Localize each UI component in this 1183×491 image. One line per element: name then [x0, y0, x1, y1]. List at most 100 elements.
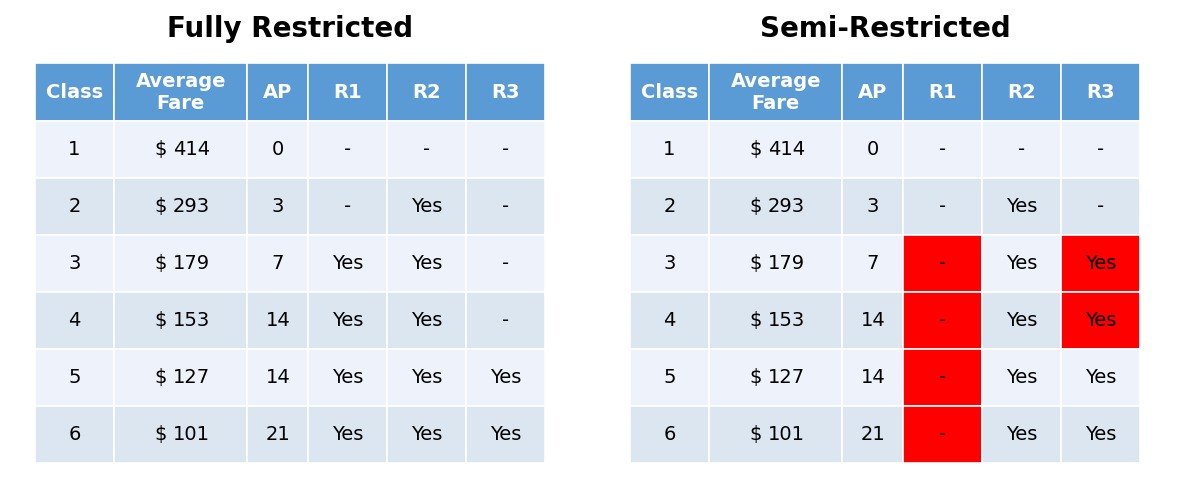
Bar: [709, 349, 842, 406]
Bar: [631, 349, 709, 406]
Text: $: $: [154, 368, 167, 387]
Text: -: -: [1097, 140, 1104, 159]
Bar: [309, 292, 387, 349]
Text: $: $: [154, 311, 167, 330]
Text: 4: 4: [69, 311, 80, 330]
Text: 21: 21: [265, 425, 290, 444]
Bar: [387, 235, 466, 292]
Bar: [466, 178, 545, 235]
Text: 3: 3: [867, 197, 879, 216]
Text: R2: R2: [413, 82, 441, 102]
Bar: [1061, 406, 1140, 463]
Text: 14: 14: [265, 368, 290, 387]
Text: $: $: [749, 368, 762, 387]
Text: 101: 101: [768, 425, 804, 444]
Bar: [903, 349, 982, 406]
Bar: [35, 121, 114, 178]
Text: 7: 7: [272, 254, 284, 273]
Bar: [114, 63, 247, 121]
Bar: [631, 178, 709, 235]
Bar: [247, 121, 309, 178]
Bar: [247, 292, 309, 349]
Text: 6: 6: [664, 425, 675, 444]
Text: $: $: [749, 425, 762, 444]
Text: 414: 414: [173, 140, 209, 159]
Text: 1: 1: [664, 140, 675, 159]
Bar: [842, 121, 903, 178]
Bar: [114, 121, 247, 178]
Bar: [466, 349, 545, 406]
Bar: [247, 178, 309, 235]
Text: 414: 414: [768, 140, 804, 159]
Bar: [1061, 178, 1140, 235]
Text: -: -: [939, 311, 946, 330]
Text: Semi-Restricted: Semi-Restricted: [759, 15, 1010, 43]
Text: 179: 179: [173, 254, 209, 273]
Text: 2: 2: [664, 197, 675, 216]
Text: 3: 3: [664, 254, 675, 273]
Bar: [466, 63, 545, 121]
Bar: [709, 235, 842, 292]
Text: 2: 2: [69, 197, 80, 216]
Bar: [387, 121, 466, 178]
Text: 14: 14: [860, 368, 885, 387]
Bar: [466, 406, 545, 463]
Text: 101: 101: [173, 425, 209, 444]
Text: Yes: Yes: [411, 311, 442, 330]
Bar: [1061, 235, 1140, 292]
Bar: [982, 121, 1061, 178]
Text: Yes: Yes: [332, 368, 363, 387]
Text: -: -: [939, 254, 946, 273]
Bar: [1061, 349, 1140, 406]
Text: $: $: [749, 140, 762, 159]
Text: R1: R1: [334, 82, 362, 102]
Bar: [709, 406, 842, 463]
Text: Yes: Yes: [411, 368, 442, 387]
Text: 179: 179: [768, 254, 804, 273]
Text: -: -: [424, 140, 431, 159]
Bar: [842, 349, 903, 406]
Text: 153: 153: [173, 311, 209, 330]
Bar: [114, 292, 247, 349]
Bar: [35, 406, 114, 463]
Text: Yes: Yes: [332, 425, 363, 444]
Bar: [631, 292, 709, 349]
Text: 293: 293: [768, 197, 804, 216]
Text: -: -: [939, 368, 946, 387]
Text: 21: 21: [860, 425, 885, 444]
Text: -: -: [939, 140, 946, 159]
Bar: [35, 292, 114, 349]
Text: Yes: Yes: [1085, 311, 1117, 330]
Bar: [387, 292, 466, 349]
Text: Yes: Yes: [411, 425, 442, 444]
Bar: [709, 178, 842, 235]
Text: -: -: [502, 254, 509, 273]
Text: Yes: Yes: [411, 197, 442, 216]
Text: Yes: Yes: [1085, 425, 1117, 444]
Text: AP: AP: [858, 82, 887, 102]
Text: 3: 3: [69, 254, 80, 273]
Text: -: -: [344, 140, 351, 159]
Bar: [1061, 121, 1140, 178]
Text: $: $: [154, 425, 167, 444]
Text: Yes: Yes: [1085, 254, 1117, 273]
Bar: [842, 235, 903, 292]
Bar: [114, 178, 247, 235]
Text: $: $: [154, 254, 167, 273]
Bar: [709, 63, 842, 121]
Text: -: -: [502, 140, 509, 159]
Bar: [387, 178, 466, 235]
Bar: [842, 63, 903, 121]
Text: 5: 5: [69, 368, 80, 387]
Bar: [114, 349, 247, 406]
Bar: [903, 406, 982, 463]
Text: $: $: [154, 140, 167, 159]
Text: Yes: Yes: [1006, 197, 1037, 216]
Text: R2: R2: [1007, 82, 1036, 102]
Bar: [466, 292, 545, 349]
Text: -: -: [502, 197, 509, 216]
Text: Yes: Yes: [490, 368, 522, 387]
Bar: [982, 349, 1061, 406]
Text: R1: R1: [929, 82, 957, 102]
Bar: [1061, 63, 1140, 121]
